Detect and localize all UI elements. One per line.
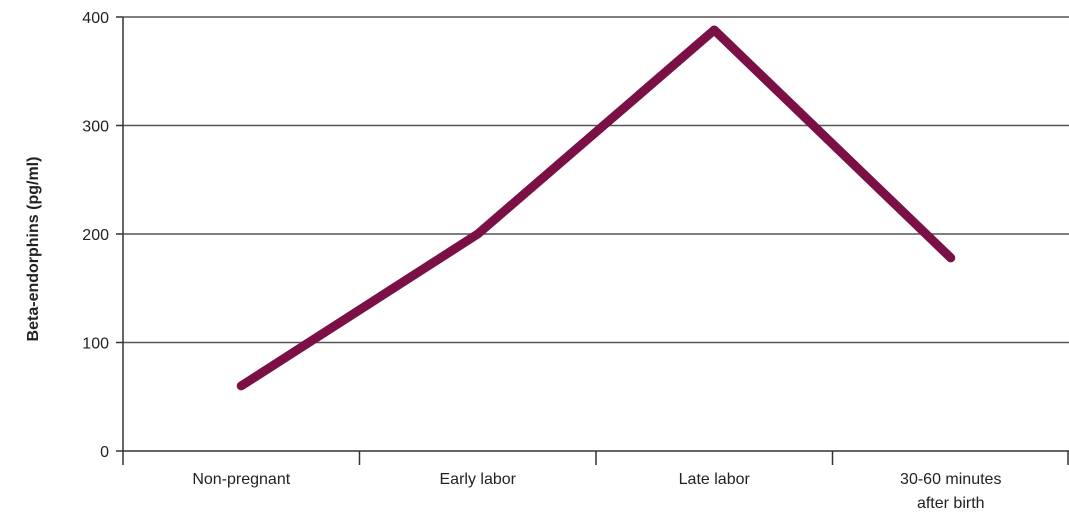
y-tick-label: 0 bbox=[100, 444, 109, 461]
gridlines bbox=[123, 16, 1069, 344]
x-tick-label-line: Late labor bbox=[679, 471, 751, 488]
data-series bbox=[236, 25, 956, 391]
series-line bbox=[236, 25, 956, 391]
x-tick-label: Early labor bbox=[440, 471, 517, 488]
x-tick-label-line: 30-60 minutes bbox=[900, 471, 1001, 488]
y-tick-label: 400 bbox=[82, 10, 109, 27]
tick-labels: 0 100 200 300 400 Non-pregnant Early labor Late… bbox=[82, 10, 1001, 512]
x-tick-label-line: Non-pregnant bbox=[192, 471, 290, 488]
x-tick-label-line: Early labor bbox=[440, 471, 517, 488]
x-tick-label-line: after birth bbox=[917, 495, 985, 512]
x-tick-label: 30-60 minutes after birth bbox=[900, 471, 1001, 512]
axes bbox=[116, 16, 1069, 465]
y-tick-label: 200 bbox=[82, 227, 109, 244]
y-tick-label: 300 bbox=[82, 119, 109, 136]
y-axis-title: Beta-endorphins (pg/ml) bbox=[25, 157, 42, 342]
x-tick-label: Late labor bbox=[679, 471, 751, 488]
x-tick-label: Non-pregnant bbox=[192, 471, 290, 488]
y-tick-label: 100 bbox=[82, 336, 109, 353]
